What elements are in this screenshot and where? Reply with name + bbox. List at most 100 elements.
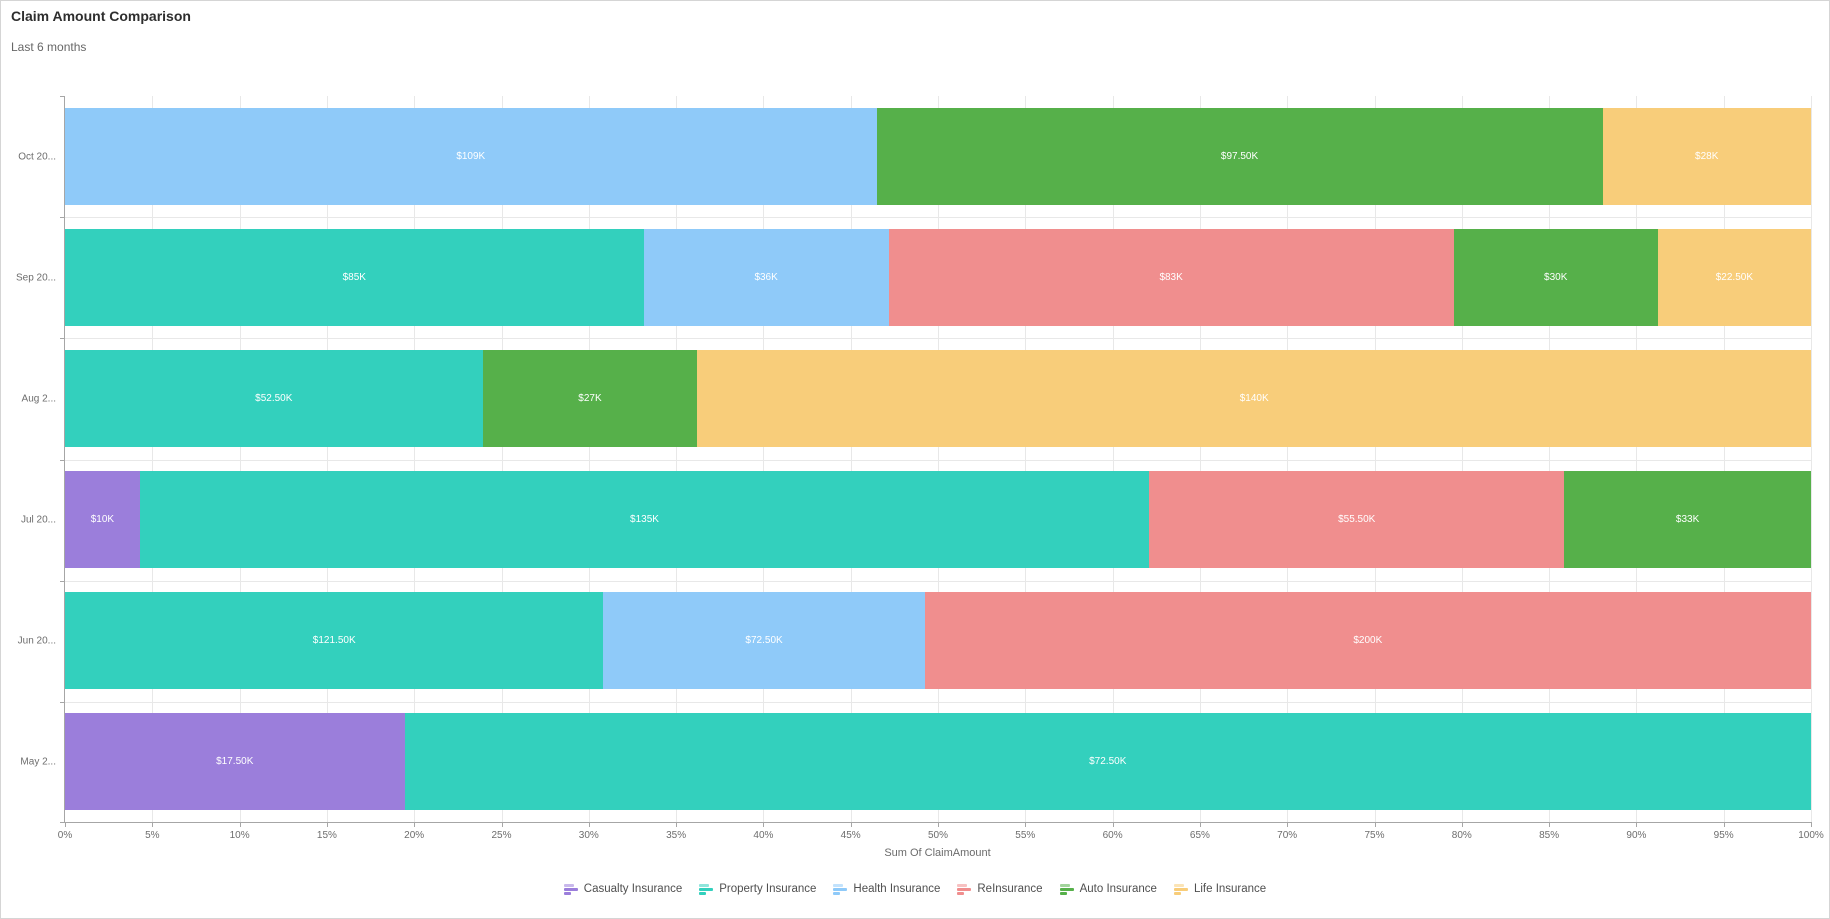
bar-segment-label: $27K	[578, 393, 602, 404]
x-axis-tick	[326, 822, 328, 827]
gridline-vertical	[1723, 96, 1725, 822]
gridline-vertical	[414, 96, 416, 822]
bar-segment-health-insurance[interactable]: $72.50K	[603, 592, 925, 689]
x-axis-tick	[676, 822, 678, 827]
gridline-horizontal	[65, 701, 1811, 703]
bar-track: $17.50K $72.50K	[65, 713, 1811, 810]
plot-area: 0% 5% 10% 15% 20% 25% 30% 35% 40% 45% 50% 55% 60% 65%…	[16, 96, 1824, 841]
bar-row: Jun 20... $121.50K $72.50K $200K	[18, 580, 1811, 701]
bar-segment-health-insurance[interactable]: $36K	[643, 229, 889, 326]
legend-label: Auto Insurance	[1079, 883, 1157, 895]
x-tick-label: 30%	[578, 830, 599, 841]
legend-icon-bar	[699, 887, 714, 891]
legend-bar-chart-icon	[957, 883, 972, 895]
bar-segment-reinsurance[interactable]: $200K	[924, 592, 1811, 689]
x-axis-tick	[1723, 822, 1725, 827]
bar-segment-property-insurance[interactable]: $72.50K	[404, 713, 1811, 810]
bar-segment-life-insurance[interactable]: $28K	[1602, 108, 1811, 205]
x-tick-label: 5%	[145, 830, 160, 841]
bar-segment-label: $33K	[1675, 514, 1700, 525]
gridline-horizontal	[65, 580, 1811, 582]
gridline-vertical	[676, 96, 678, 822]
gridline-horizontal	[65, 217, 1811, 219]
x-tick-label: 75%	[1364, 830, 1385, 841]
legend-icon-bar	[563, 883, 574, 887]
x-tick-label: 65%	[1189, 830, 1210, 841]
legend-label: Casualty Insurance	[583, 883, 683, 895]
gridline-vertical	[1461, 96, 1463, 822]
legend-icon-bar	[957, 883, 968, 887]
y-axis-tick	[60, 217, 65, 219]
bar-segment-auto-insurance[interactable]: $97.50K	[876, 108, 1603, 205]
legend-icon-bar	[1059, 887, 1074, 891]
bar-segment-property-insurance[interactable]: $85K	[65, 229, 644, 326]
bar-segment-auto-insurance[interactable]: $30K	[1453, 229, 1658, 326]
legend-icon-bar	[833, 891, 841, 895]
legend-item-life-insurance[interactable]: Life Insurance	[1173, 883, 1267, 895]
bar-segment-casualty-insurance[interactable]: $10K	[65, 471, 140, 568]
legend-icon-bar	[699, 883, 710, 887]
x-axis-title: Sum Of ClaimAmount	[884, 847, 991, 859]
x-tick-label: 100%	[1798, 830, 1824, 841]
legend-icon-bar	[1059, 891, 1067, 895]
legend-bar-chart-icon	[699, 883, 714, 895]
x-tick-label: 20%	[404, 830, 425, 841]
gridline-vertical	[239, 96, 241, 822]
x-tick-label: 90%	[1626, 830, 1647, 841]
x-axis-tick	[763, 822, 765, 827]
bar-segment-property-insurance[interactable]: $121.50K	[65, 592, 604, 689]
gridline-horizontal	[65, 338, 1811, 340]
gridline-vertical	[1112, 96, 1114, 822]
x-tick-label: 0%	[57, 830, 73, 841]
legend-item-health-insurance[interactable]: Health Insurance	[833, 883, 940, 895]
legend-item-property-insurance[interactable]: Property Insurance	[699, 883, 816, 895]
bar-segment-label: $121.50K	[312, 635, 356, 646]
x-tick-label: 95%	[1713, 830, 1734, 841]
bar-segment-reinsurance[interactable]: $55.50K	[1149, 471, 1565, 568]
x-tick-label: 70%	[1277, 830, 1298, 841]
legend-icon-bar	[699, 891, 707, 895]
x-tick-label: 35%	[666, 830, 687, 841]
x-axis-tick	[588, 822, 590, 827]
bar-segment-life-insurance[interactable]: $140K	[697, 350, 1811, 447]
x-tick-label: 45%	[840, 830, 861, 841]
bar-track: $109K $97.50K $28K	[65, 108, 1811, 205]
gridline-vertical	[1287, 96, 1289, 822]
chart-title: Claim Amount Comparison	[11, 8, 191, 24]
bar-segment-reinsurance[interactable]: $83K	[888, 229, 1454, 326]
x-axis-tick	[1636, 822, 1638, 827]
gridline-vertical	[1374, 96, 1376, 822]
legend-label: Health Insurance	[853, 883, 941, 895]
legend-item-reinsurance[interactable]: ReInsurance	[957, 883, 1043, 895]
bar-segment-auto-insurance[interactable]: $33K	[1564, 471, 1811, 568]
x-tick-label: 80%	[1451, 830, 1472, 841]
y-axis-label: May 2...	[20, 756, 56, 767]
bar-segment-casualty-insurance[interactable]: $17.50K	[65, 713, 405, 810]
gridline-vertical	[501, 96, 503, 822]
bar-segment-auto-insurance[interactable]: $27K	[482, 350, 698, 447]
x-axis-tick	[1374, 822, 1376, 827]
bar-segment-property-insurance[interactable]: $52.50K	[65, 350, 483, 447]
legend-item-casualty-insurance[interactable]: Casualty Insurance	[563, 883, 683, 895]
y-axis-tick	[60, 822, 65, 823]
gridline-vertical	[326, 96, 328, 822]
bar-track: $52.50K $27K $140K	[65, 350, 1811, 447]
gridline-vertical	[763, 96, 765, 822]
legend-bar-chart-icon	[1173, 883, 1188, 895]
gridline-vertical	[1025, 96, 1027, 822]
bar-segment-life-insurance[interactable]: $22.50K	[1657, 229, 1811, 326]
gridline-vertical	[1199, 96, 1201, 822]
gridline-vertical	[588, 96, 590, 822]
y-axis-label: Jul 20...	[20, 514, 56, 525]
bar-segment-property-insurance[interactable]: $135K	[139, 471, 1150, 568]
legend-label: Life Insurance	[1193, 883, 1267, 895]
x-axis-tick	[1549, 822, 1551, 827]
y-axis-label: Aug 2...	[21, 393, 56, 404]
x-tick-label: 10%	[229, 830, 250, 841]
legend-item-auto-insurance[interactable]: Auto Insurance	[1059, 883, 1157, 895]
bar-segment-label: $97.50K	[1220, 151, 1259, 162]
x-tick-label: 40%	[753, 830, 774, 841]
bar-segment-health-insurance[interactable]: $109K	[65, 108, 877, 205]
bar-segment-label: $17.50K	[216, 756, 254, 767]
